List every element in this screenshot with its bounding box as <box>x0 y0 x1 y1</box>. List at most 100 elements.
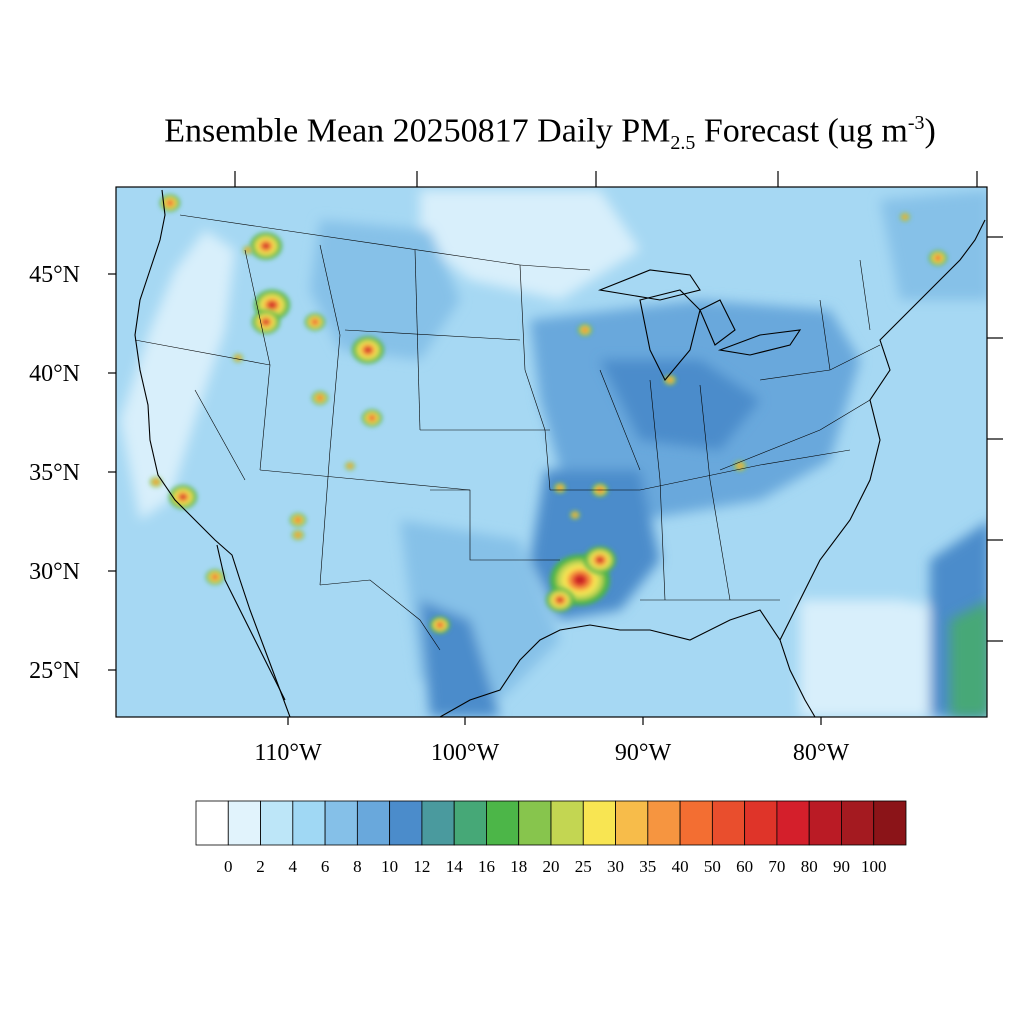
colorbar-label: 14 <box>445 857 463 876</box>
boundary-b <box>194 389 246 481</box>
mexico-border <box>319 579 441 651</box>
colorbar-box <box>679 800 713 846</box>
title-superscript: -3 <box>907 112 925 134</box>
boundary-l <box>599 369 641 471</box>
colorbar-box <box>356 800 391 846</box>
pm25-hotspot <box>554 482 566 494</box>
colorbar-label: 90 <box>833 857 850 876</box>
boundary-c <box>244 249 271 471</box>
colorbar-box <box>421 800 455 846</box>
northern-plains-low-region <box>420 190 640 300</box>
title-suffix: ) <box>924 112 936 150</box>
gulf-coast <box>439 609 816 717</box>
pm25-hotspot <box>250 232 282 260</box>
lon-label-80w: 80°W <box>792 740 850 766</box>
boundary-m <box>649 379 666 601</box>
colorbar-label: 20 <box>542 857 560 876</box>
colorbar-box <box>227 800 261 846</box>
colorbar-label: 10 <box>381 857 399 876</box>
lon-label-100w: 100°W <box>430 740 500 766</box>
pm25-hotspot <box>233 353 243 363</box>
pm25-field <box>116 187 987 717</box>
lake-superior <box>597 269 701 301</box>
pm25-hotspot <box>305 313 325 331</box>
colorbar-label: 40 <box>671 857 689 876</box>
colorbar-box <box>744 800 778 846</box>
concentration-regions <box>120 190 987 717</box>
boundary-d <box>319 244 341 586</box>
pm25-hotspot <box>578 324 592 336</box>
pm25-hotspot <box>570 510 580 520</box>
lon-label-110w: 110°W <box>254 740 322 766</box>
map-frame <box>115 186 988 718</box>
pm25-hotspot <box>546 588 574 612</box>
boundary-f <box>344 329 521 341</box>
colorbar-box <box>582 800 616 846</box>
pm25-hotspot <box>243 245 253 255</box>
colorbar-box <box>260 800 294 846</box>
map-title: Ensemble Mean 20250817 Daily PM2.5 Forec… <box>0 112 1024 155</box>
pm25-hotspot <box>150 476 162 488</box>
pm25-hotspot <box>584 546 616 574</box>
title-prefix: Ensemble Mean 20250817 Daily PM <box>164 112 671 150</box>
lake-huron <box>699 299 736 346</box>
boundary-k <box>550 449 851 491</box>
ohio-valley-region <box>600 360 760 450</box>
colorbar-box <box>615 800 649 846</box>
colorbar-label: 18 <box>510 857 528 876</box>
colorbar-box <box>808 800 842 846</box>
lat-label-30n: 30°N <box>29 559 80 585</box>
boundary-g <box>414 249 421 431</box>
colorbar-label: 8 <box>353 857 362 876</box>
colorbar-label: 70 <box>768 857 786 876</box>
colorbar-box <box>550 800 584 846</box>
atlantic-coast <box>779 219 986 641</box>
lat-label-40n: 40°N <box>29 361 80 387</box>
colorbar-label: 80 <box>800 857 818 876</box>
colorbar-box <box>711 800 746 846</box>
colorbar-box <box>647 800 681 846</box>
pm25-hotspot <box>160 194 180 212</box>
canada-border-east <box>519 264 591 271</box>
atlantic-plume-core <box>950 601 987 717</box>
pm25-hotspot <box>345 461 355 471</box>
pm25-hotspot <box>312 391 328 405</box>
pm25-hotspot <box>290 513 306 527</box>
colorbar-box <box>453 800 487 846</box>
colorbar-label: 50 <box>703 857 721 876</box>
colorbar-box <box>389 800 423 846</box>
canada-border <box>179 214 521 266</box>
pm25-hotspot <box>664 374 676 386</box>
boundary-i <box>519 264 551 491</box>
pacific-coast <box>134 189 291 717</box>
pacific-low-region <box>120 230 235 520</box>
lat-label-35n: 35°N <box>29 460 80 486</box>
lat-label-25n: 25°N <box>29 658 80 684</box>
colorbar-label: 0 <box>224 857 233 876</box>
coastline <box>134 189 986 717</box>
colorbar-label: 100 <box>860 857 887 876</box>
pm25-hotspot <box>352 336 384 364</box>
boundary-r <box>819 299 831 371</box>
colorbar-box <box>841 800 875 846</box>
title-middle: Forecast (ug m <box>695 112 908 150</box>
title-subscript: 2.5 <box>670 132 696 155</box>
boundary-s <box>859 259 871 331</box>
colorbar-box <box>518 800 552 846</box>
colorbar-box <box>324 800 358 846</box>
lake-erie <box>717 329 802 356</box>
pm25-hotspot <box>734 460 746 472</box>
colorbar-label: 25 <box>574 857 592 876</box>
colorbar-box <box>486 800 520 846</box>
colorbar-label: 60 <box>736 857 754 876</box>
lon-label-90w: 90°W <box>614 740 672 766</box>
pm25-hotspot <box>206 569 224 585</box>
boundary-p <box>719 399 871 471</box>
colorbar <box>195 800 907 846</box>
state-boundaries <box>134 214 881 651</box>
colorbar-label: 2 <box>256 857 265 876</box>
boundary-n <box>699 384 731 601</box>
lake-michigan <box>639 289 701 381</box>
